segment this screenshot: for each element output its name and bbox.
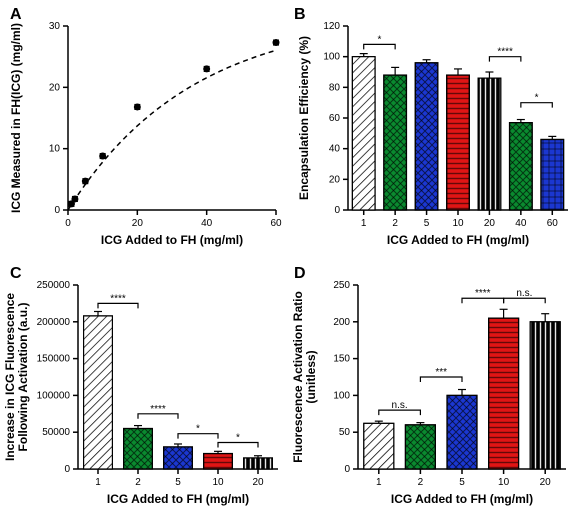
- svg-text:Following Activation (a.u.): Following Activation (a.u.): [16, 302, 30, 451]
- svg-text:Encapsulation Efficiency (%): Encapsulation Efficiency (%): [297, 36, 311, 200]
- svg-text:1: 1: [361, 218, 367, 229]
- svg-text:0: 0: [334, 205, 340, 216]
- svg-text:ICG Added to FH (mg/ml): ICG Added to FH (mg/ml): [387, 233, 529, 247]
- svg-text:200000: 200000: [37, 316, 71, 327]
- chart-A: 0 20 40 60 0 10 20 30 ICG Added to FH (mg/ml) ICG…: [0, 0, 288, 258]
- svg-text:Fluorescence Activation Ratio: Fluorescence Activation Ratio: [291, 291, 305, 463]
- svg-text:2: 2: [392, 218, 398, 229]
- svg-text:150: 150: [333, 353, 350, 364]
- svg-text:120: 120: [323, 21, 340, 32]
- data-point: [72, 196, 78, 202]
- svg-text:10: 10: [212, 477, 224, 488]
- svg-text:ICG Added to FH (mg/ml): ICG Added to FH (mg/ml): [107, 492, 249, 506]
- figure-grid: A 02040600102030ICG Added to FH (mg/ml)I…: [0, 0, 576, 517]
- significance-label: *: [236, 432, 240, 443]
- svg-text:(unitless): (unitless): [304, 350, 318, 403]
- svg-text:50000: 50000: [42, 427, 70, 438]
- panel-letter-A: A: [10, 6, 22, 24]
- svg-text:80: 80: [329, 82, 341, 93]
- significance-label: ****: [497, 47, 513, 58]
- svg-text:60: 60: [547, 218, 559, 229]
- svg-text:50: 50: [339, 427, 351, 438]
- svg-text:ICG Added to FH (mg/ml): ICG Added to FH (mg/ml): [101, 233, 243, 247]
- chart-D: 0501001502002501251020n.s.*******n.s.ICG…: [288, 259, 576, 517]
- svg-text:250: 250: [333, 280, 350, 291]
- panel-D: D 0501001502002501251020n.s.*******n.s.I…: [288, 259, 576, 517]
- svg-text:60: 60: [270, 218, 282, 229]
- svg-text:1: 1: [95, 477, 101, 488]
- data-point: [273, 40, 279, 46]
- svg-text:0: 0: [344, 464, 350, 475]
- svg-text:60: 60: [329, 113, 341, 124]
- svg-text:2: 2: [135, 477, 141, 488]
- significance-label: ****: [110, 293, 126, 304]
- chart-B: 02040608010012012510204060******ICG Adde…: [288, 0, 576, 258]
- data-point: [82, 178, 88, 184]
- svg-text:200: 200: [333, 316, 350, 327]
- svg-text:10: 10: [498, 477, 510, 488]
- svg-text:100000: 100000: [37, 390, 71, 401]
- panel-B: B 02040608010012012510204060******ICG Ad…: [288, 0, 576, 259]
- svg-text:20: 20: [132, 218, 144, 229]
- svg-text:100: 100: [323, 52, 340, 63]
- svg-text:0: 0: [64, 464, 70, 475]
- significance-label: n.s.: [392, 400, 408, 411]
- svg-text:0: 0: [65, 218, 71, 229]
- chart-C: 0500001000001500002000002500001251020***…: [0, 259, 288, 517]
- data-point: [204, 66, 210, 72]
- panel-letter-C: C: [10, 265, 22, 283]
- svg-text:150000: 150000: [37, 353, 71, 364]
- data-point: [100, 153, 106, 159]
- svg-text:2: 2: [418, 477, 424, 488]
- data-point: [134, 104, 140, 110]
- panel-letter-B: B: [294, 6, 306, 24]
- significance-label: n.s.: [516, 288, 532, 299]
- svg-text:40: 40: [329, 144, 341, 155]
- significance-label: ***: [435, 367, 447, 378]
- svg-text:20: 20: [484, 218, 496, 229]
- svg-text:ICG Added to FH (mg/ml): ICG Added to FH (mg/ml): [391, 492, 533, 506]
- svg-text:0: 0: [54, 205, 60, 216]
- svg-text:5: 5: [459, 477, 465, 488]
- significance-label: ****: [150, 403, 166, 414]
- panel-A: A 0 20 40 60 0 10 20 30 ICG Added to FH (mg/ml) I…: [0, 0, 288, 259]
- svg-text:10: 10: [452, 218, 464, 229]
- significance-label: *: [196, 423, 200, 434]
- svg-text:250000: 250000: [37, 280, 71, 291]
- svg-text:20: 20: [252, 477, 264, 488]
- panel-letter-D: D: [294, 265, 306, 283]
- svg-text:10: 10: [49, 144, 61, 155]
- svg-text:100: 100: [333, 390, 350, 401]
- significance-label: ****: [475, 288, 491, 299]
- svg-text:1: 1: [376, 477, 382, 488]
- panel-C: C 0 50000 100000 150000 200000 250000 1 2 5 10 20 *…: [0, 259, 288, 517]
- svg-text:20: 20: [329, 174, 341, 185]
- svg-text:ICG Measured in FH(ICG) (mg/ml: ICG Measured in FH(ICG) (mg/ml): [9, 23, 23, 213]
- significance-label: *: [535, 93, 539, 104]
- svg-text:20: 20: [49, 82, 61, 93]
- svg-text:Increase in ICG Fluorescence: Increase in ICG Fluorescence: [3, 292, 17, 460]
- significance-label: *: [377, 34, 381, 45]
- svg-text:30: 30: [49, 21, 61, 32]
- svg-text:40: 40: [201, 218, 213, 229]
- fitted-curve: [68, 50, 276, 210]
- svg-text:20: 20: [540, 477, 552, 488]
- svg-text:5: 5: [175, 477, 181, 488]
- svg-text:5: 5: [424, 218, 430, 229]
- svg-text:40: 40: [515, 218, 527, 229]
